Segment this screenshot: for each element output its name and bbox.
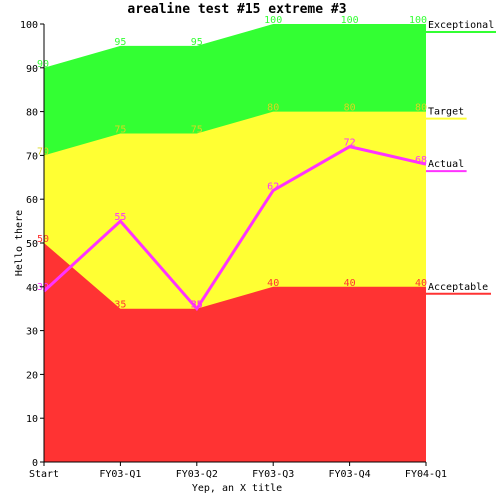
y-tick-label: 40 [26, 283, 38, 294]
data-label-target: 70 [37, 146, 49, 157]
legend-label-exceptional: Exceptional [428, 20, 494, 31]
y-tick-label: 70 [26, 151, 38, 162]
data-label-actual: 55 [114, 212, 126, 223]
value-label-layer: 90 95 95 100 100 100 70 75 75 80 80 80 50 35 35 40 40 40 3… [37, 15, 427, 311]
data-label-acceptable: 40 [415, 278, 427, 289]
data-label-target: 80 [344, 103, 356, 114]
axes-layer: 0 10 20 30 40 50 60 70 80 90 100 Start FY03-Q1 FY03-Q… [20, 20, 447, 480]
x-axis-title: Yep, an X title [192, 483, 282, 494]
x-tick-label: FY03-Q2 [176, 469, 218, 480]
data-label-exceptional: 100 [409, 15, 427, 26]
legend-label-actual: Actual [428, 159, 464, 170]
data-label-exceptional: 100 [341, 15, 359, 26]
data-label-acceptable: 35 [114, 300, 126, 311]
data-label-actual: 68 [415, 155, 427, 166]
data-label-exceptional: 90 [37, 59, 49, 70]
x-tick-label: Start [29, 469, 59, 480]
y-tick-label: 20 [26, 370, 38, 381]
y-tick-label: 0 [32, 458, 38, 469]
legend-label-acceptable: Acceptable [428, 282, 488, 293]
y-tick-label: 50 [26, 239, 38, 250]
legend: Exceptional Target Acceptable Actual [426, 20, 496, 295]
data-label-actual: 62 [267, 181, 279, 192]
data-label-actual: 72 [344, 138, 356, 149]
x-tick-label: FY03-Q1 [99, 469, 141, 480]
chart-title: arealine test #15 extreme #3 [127, 2, 346, 17]
y-tick-label: 30 [26, 327, 38, 338]
y-tick-label: 80 [26, 108, 38, 119]
data-label-target: 80 [415, 103, 427, 114]
y-tick-label: 10 [26, 414, 38, 425]
area-acceptable [44, 243, 426, 462]
data-label-target: 75 [114, 125, 126, 136]
x-tick-label: FY03-Q4 [329, 469, 371, 480]
data-label-exceptional: 95 [191, 37, 203, 48]
line-actual [42, 145, 427, 312]
data-label-exceptional: 100 [264, 15, 282, 26]
data-label-actual: 39 [37, 282, 49, 293]
data-label-acceptable: 50 [37, 234, 49, 245]
y-tick-label: 90 [26, 64, 38, 75]
x-tick-label: FY03-Q3 [252, 469, 294, 480]
data-label-acceptable: 35 [191, 300, 203, 311]
y-axis-title: Hello there [14, 210, 25, 276]
data-label-target: 80 [267, 103, 279, 114]
y-tick-label: 100 [20, 20, 38, 31]
y-tick-label: 60 [26, 195, 38, 206]
area-layer [42, 24, 427, 462]
data-label-target: 75 [191, 125, 203, 136]
data-label-actual: 35 [191, 300, 203, 311]
data-label-acceptable: 40 [267, 278, 279, 289]
data-label-acceptable: 40 [344, 278, 356, 289]
data-label-exceptional: 95 [114, 37, 126, 48]
legend-label-target: Target [428, 107, 464, 118]
x-tick-label: FY04-Q1 [405, 469, 447, 480]
